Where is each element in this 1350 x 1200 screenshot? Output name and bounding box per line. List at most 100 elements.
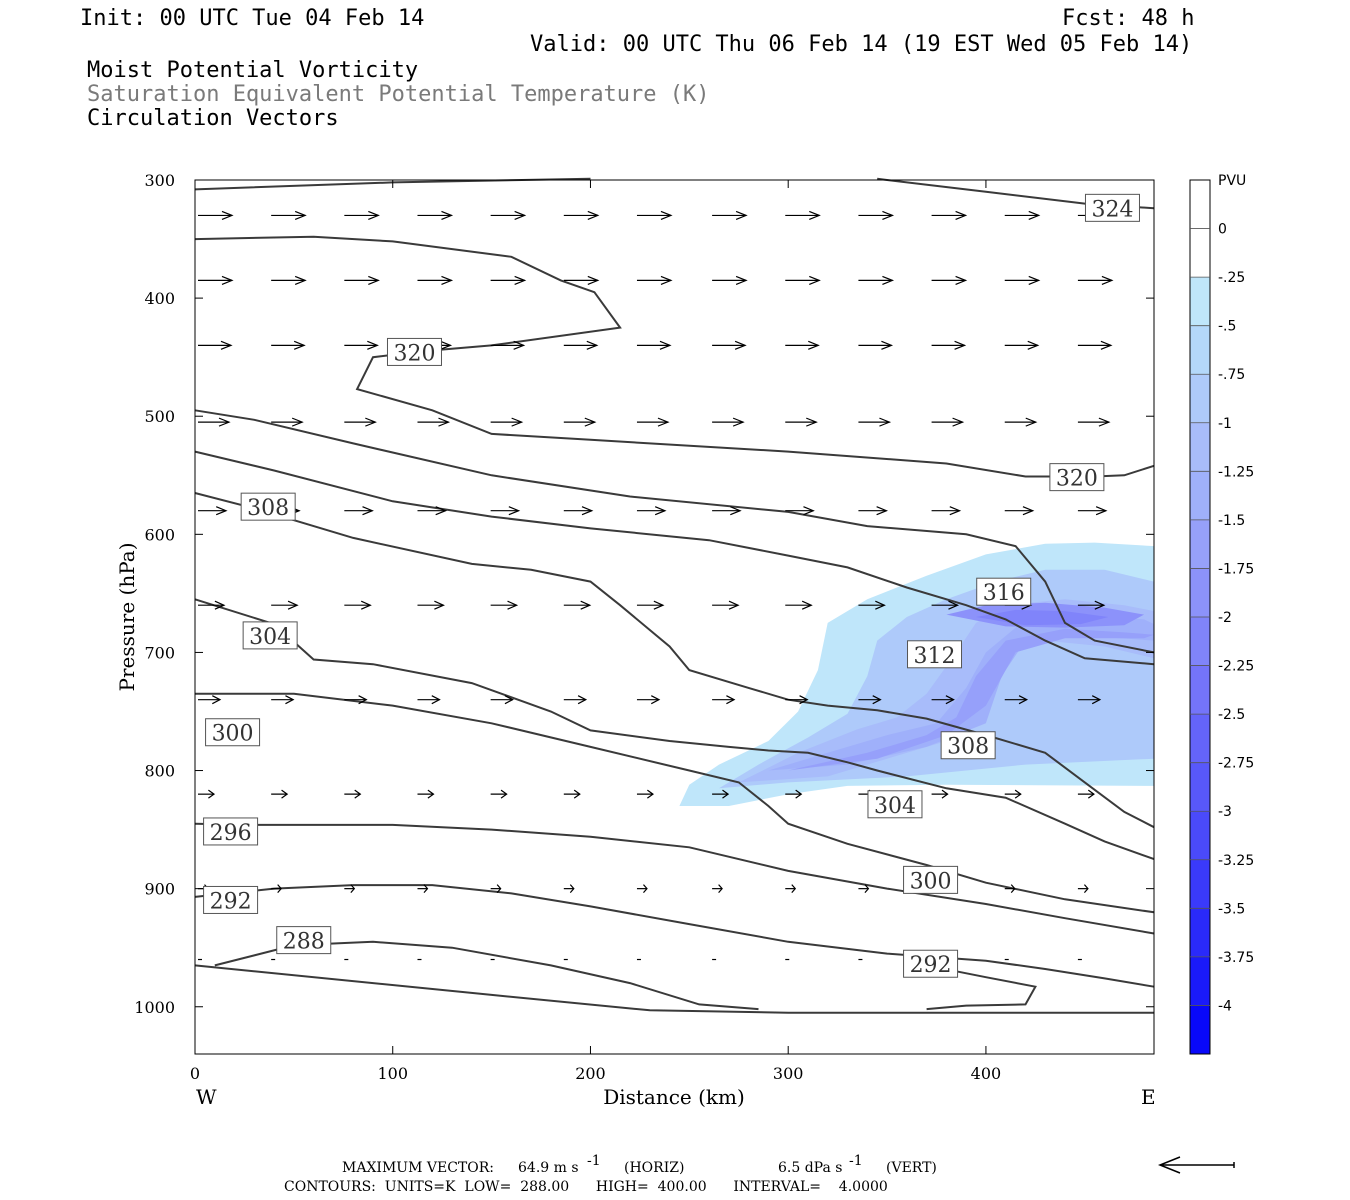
vector-head (647, 789, 654, 799)
vector-head (504, 695, 514, 705)
vector-head (368, 210, 380, 220)
vector-head (1025, 417, 1038, 427)
contour-label-box (242, 621, 298, 650)
contour-label-12: 292 (203, 885, 259, 914)
field-title-mpv: Moist Potential Vorticity (87, 58, 418, 83)
vector-0-3 (417, 210, 454, 220)
vector-6-3 (417, 695, 441, 705)
vector-4-4 (490, 506, 521, 516)
vector-head (791, 884, 797, 894)
vector-0-1 (271, 210, 307, 220)
contour-label-13: 288 (276, 926, 332, 955)
vector-8-5 (563, 884, 575, 894)
vector-head (220, 340, 233, 350)
max-vector-label: MAXIMUM VECTOR: (342, 1160, 494, 1176)
forecast-hour-text: Fcst: 48 h (1062, 6, 1194, 31)
vector-head (1022, 506, 1035, 516)
vector-head (1028, 275, 1041, 285)
vector-5-8 (785, 600, 813, 610)
contour-label-box (907, 640, 963, 669)
colorbar-unit: PVU (1218, 173, 1246, 189)
vector-5-0 (198, 600, 226, 610)
vector-8-12 (1077, 884, 1089, 894)
contour-label-10: 296 (203, 817, 259, 846)
vector-6-7 (712, 695, 736, 705)
vector-7-6 (636, 789, 654, 799)
vector-head (362, 506, 374, 516)
vector-head (803, 506, 815, 516)
vector-3-8 (785, 417, 818, 427)
vector-2-11 (1004, 340, 1040, 350)
colorbar-label: -.25 (1218, 270, 1245, 286)
max-vert-tag: (VERT) (886, 1160, 937, 1176)
vector-head (514, 210, 527, 220)
vector-8-2 (344, 884, 356, 894)
contour-label-text: 308 (247, 496, 289, 521)
colorbar-label: -2.5 (1218, 707, 1245, 723)
vector-1-6 (636, 275, 673, 285)
vector-0-11 (1004, 210, 1041, 220)
vector-head (1087, 789, 1095, 799)
colorbar-segment (1190, 228, 1210, 278)
vector-head (660, 210, 673, 220)
vector-4-10 (931, 506, 962, 516)
vector-2-8 (785, 340, 820, 350)
vector-7-8 (785, 789, 803, 799)
colorbar-segment (1190, 471, 1210, 520)
contour-label-1: 320 (386, 337, 442, 366)
vector-7-7 (712, 789, 730, 799)
colorbar-label: -1.75 (1218, 561, 1254, 577)
pv-region-4 (788, 628, 1154, 771)
colorbar-segment (1190, 1005, 1210, 1054)
vector-2-4 (490, 340, 526, 350)
colorbar-segment (1190, 568, 1210, 617)
reference-vector-arrow-icon (1157, 1156, 1235, 1174)
vector-5-1 (271, 600, 299, 610)
vector-head (1028, 210, 1041, 220)
vector-head (438, 417, 451, 427)
contour-label-0: 324 (1084, 193, 1140, 222)
pv-shading (679, 542, 1154, 806)
vector-head (653, 600, 665, 610)
vector-3-3 (417, 417, 451, 427)
contour-label-text: 300 (910, 869, 952, 894)
contour-288-11 (926, 970, 1037, 1011)
vector-6-4 (490, 695, 514, 705)
vector-6-9 (858, 695, 882, 705)
vector-head (799, 695, 809, 705)
vector-4-5 (563, 506, 594, 516)
vector-2-1 (271, 340, 306, 350)
vector-head (581, 506, 594, 516)
contour-label-text: 320 (1056, 467, 1098, 492)
contour-label-text: 296 (210, 821, 252, 846)
vector-4-9 (858, 506, 889, 516)
contour-label-box (203, 817, 259, 846)
plot-frame (194, 179, 1155, 1055)
vector-4-7 (712, 506, 742, 516)
vector-7-3 (417, 789, 435, 799)
vector-head (881, 340, 894, 350)
colorbar-label: -3.25 (1218, 853, 1254, 869)
colorbar-label: -.75 (1218, 367, 1245, 383)
vector-5-2 (344, 600, 372, 610)
vector-3-7 (712, 417, 745, 427)
y-tick-label: 400 (144, 289, 175, 308)
vector-1-8 (785, 275, 821, 285)
max-horiz-exp: -1 (587, 1153, 601, 1169)
vector-head (660, 275, 673, 285)
contour-label-box (203, 885, 259, 914)
vector-head (277, 884, 282, 894)
x-tick-label: 400 (971, 1064, 1002, 1083)
pv-region-3 (768, 614, 1154, 771)
contour-label-box (903, 949, 959, 978)
vector-head (795, 789, 803, 799)
vector-head (218, 417, 231, 427)
vector-head (427, 789, 435, 799)
contour-label-text: 304 (874, 794, 916, 819)
vector-head (435, 506, 448, 516)
colorbar-label: -2.75 (1218, 756, 1254, 772)
vector-head (508, 506, 521, 516)
vector-head (212, 695, 222, 705)
contour-label-text: 316 (983, 581, 1025, 606)
colorbar-label: -2.25 (1218, 659, 1254, 675)
